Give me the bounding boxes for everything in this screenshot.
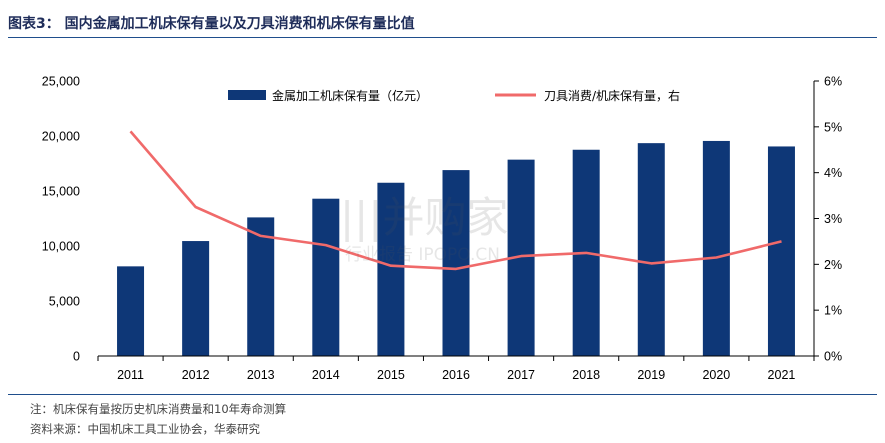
bar-2013	[247, 217, 275, 356]
footer-rule	[8, 394, 877, 395]
x-tick-label: 2017	[507, 368, 535, 382]
x-tick-label: 2021	[768, 368, 796, 382]
y-left-tick-label: 5,000	[49, 295, 80, 309]
svg-text:行业报告 IPOPO.CN: 行业报告 IPOPO.CN	[345, 245, 500, 265]
y-left-tick-label: 20,000	[42, 130, 80, 144]
y-left-tick-label: 25,000	[42, 75, 80, 89]
x-tick-label: 2013	[247, 368, 275, 382]
legend-bar-label: 金属加工机床保有量（亿元）	[272, 88, 428, 103]
footnote: 注：机床保有量按历史机床消费量和10年寿命测算	[30, 402, 287, 416]
bar-2015	[377, 182, 405, 356]
y-right-tick-label: 5%	[824, 120, 842, 134]
legend: 金属加工机床保有量（亿元） 刀具消费/机床保有量，右	[228, 88, 680, 103]
y-right-tick-label: 6%	[824, 75, 842, 89]
x-tick-label: 2019	[637, 368, 665, 382]
bar-2016	[442, 170, 470, 356]
x-tick-label: 2014	[312, 368, 340, 382]
bar-2020	[702, 140, 730, 356]
y-right-tick-label: 1%	[824, 304, 842, 318]
bar-2011	[117, 266, 145, 356]
source-note: 资料来源：中国机床工具工业协会，华泰研究	[30, 422, 260, 436]
legend-bar-swatch	[228, 90, 266, 100]
line-series	[129, 130, 782, 271]
y-right-tick-label: 4%	[824, 166, 842, 180]
bar-2021	[767, 146, 795, 356]
y-left-tick-label: 15,000	[42, 185, 80, 199]
x-axis: 2011 2012 2013 2014 2015 2016 2017 2018 2019 2020…	[97, 355, 815, 382]
bar-2014	[312, 198, 340, 356]
bar-2012	[182, 241, 210, 356]
watermark: |||并购家 行业报告 IPOPO.CN	[340, 193, 508, 265]
y-left-tick-label: 0	[73, 350, 80, 364]
x-tick-label: 2018	[572, 368, 600, 382]
y-right-tick-label: 2%	[824, 258, 842, 272]
y-left-tick-label: 10,000	[42, 240, 80, 254]
legend-line-label: 刀具消费/机床保有量，右	[544, 88, 680, 103]
x-tick-label: 2015	[377, 368, 405, 382]
y-right-tick-label: 3%	[824, 212, 842, 226]
right-axis: 0% 1% 2% 3% 4% 5% 6%	[813, 75, 842, 364]
x-tick-label: 2012	[182, 368, 210, 382]
bar-2019	[637, 143, 665, 356]
chart-title: 图表3： 国内金属加工机床保有量以及刀具消费和机床保有量比值	[8, 16, 415, 32]
x-tick-label: 2016	[442, 368, 470, 382]
svg-text:|||并购家: |||并购家	[340, 193, 508, 242]
left-axis: 0 5,000 10,000 15,000 20,000 25,000	[42, 75, 80, 364]
title-rule	[8, 37, 877, 38]
y-right-tick-label: 0%	[824, 350, 842, 364]
x-tick-label: 2011	[117, 368, 144, 382]
x-tick-label: 2020	[702, 368, 730, 382]
